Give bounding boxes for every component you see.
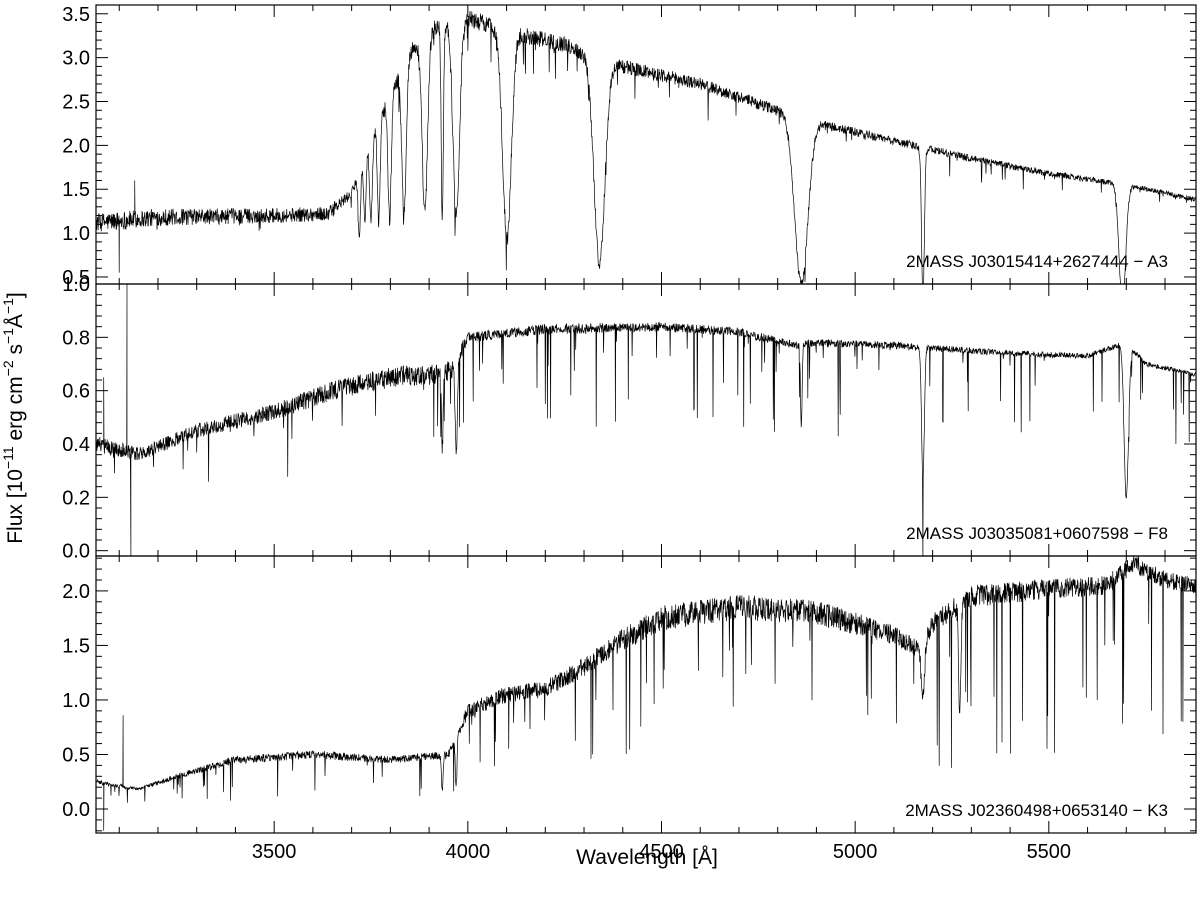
y-tick-label: 2.0 <box>62 135 90 157</box>
x-tick-label: 4500 <box>639 841 684 863</box>
y-tick-label: 0.8 <box>62 327 90 349</box>
y-axis-title: Flux [10−11 erg cm−2 s−1Å−1] <box>0 292 27 544</box>
y-axis-title-mid3: Å <box>4 314 27 328</box>
y-tick-label: 1.0 <box>62 274 90 296</box>
x-tick-label: 4000 <box>446 841 491 863</box>
y-tick-label: 0.6 <box>62 381 90 403</box>
y-axis-title-exp4: −1 <box>0 298 16 314</box>
y-axis-title-exp1: −11 <box>0 446 16 469</box>
y-axis-title-exp3: −1 <box>0 328 16 344</box>
panel-frame-3 <box>95 555 1197 834</box>
y-axis-title-mid1: erg cm <box>4 376 27 446</box>
y-tick-label: 0.2 <box>62 487 90 509</box>
panel-1: 0.5 1.0 1.5 2.0 2.5 3.0 3.5 2MASS J03015414+262… <box>62 4 1197 289</box>
x-tick-label: 5500 <box>1027 841 1072 863</box>
y-axis-title-exp2: −2 <box>0 360 16 376</box>
y-axis-title-prefix: Flux [10 <box>4 469 27 544</box>
y-tick-label: 1.5 <box>62 179 90 201</box>
x-axis-title: Wavelength [Å] <box>576 846 718 869</box>
spectrum-line-2 <box>96 284 1196 556</box>
y-tick-label: 3.0 <box>62 48 90 70</box>
spectrum-line-3 <box>96 556 1196 831</box>
panel-label-1: 2MASS J03015414+2627444 − A3 <box>906 252 1168 271</box>
x-tick-label: 3500 <box>252 841 297 863</box>
spectrum-line-1 <box>96 10 1196 284</box>
panel-frame-1 <box>95 4 1197 285</box>
y-tick-label: 0.0 <box>62 541 90 563</box>
y-tick-label: 0.5 <box>62 267 90 289</box>
y-tick-label: 0.0 <box>62 799 90 821</box>
y-tick-label: 1.5 <box>62 635 90 657</box>
panel-label-3: 2MASS J02360498+0653140 − K3 <box>905 801 1168 820</box>
panel-2: 0.0 0.2 0.4 0.6 0.8 1.0 2MASS J03035081+060759… <box>62 274 1197 563</box>
y-axis-title-suffix: ] <box>4 292 27 298</box>
x-tick-label: 5000 <box>833 841 878 863</box>
x-axis: 3500 4000 4500 5000 5500 <box>252 841 1071 863</box>
y-tick-label: 1.0 <box>62 223 90 245</box>
y-tick-label: 0.4 <box>62 434 90 456</box>
panel-label-2: 2MASS J03035081+0607598 − F8 <box>906 524 1168 543</box>
y-tick-label: 2.0 <box>62 581 90 603</box>
panel-3: 0.0 0.5 1.0 1.5 2.0 2MASS J02360498+0653140 −… <box>62 555 1197 834</box>
y-tick-label: 1.0 <box>62 690 90 712</box>
y-tick-label: 2.5 <box>62 92 90 114</box>
y-tick-label: 0.5 <box>62 744 90 766</box>
y-tick-label: 3.5 <box>62 4 90 26</box>
y-axis-title-mid2: s <box>4 344 27 360</box>
